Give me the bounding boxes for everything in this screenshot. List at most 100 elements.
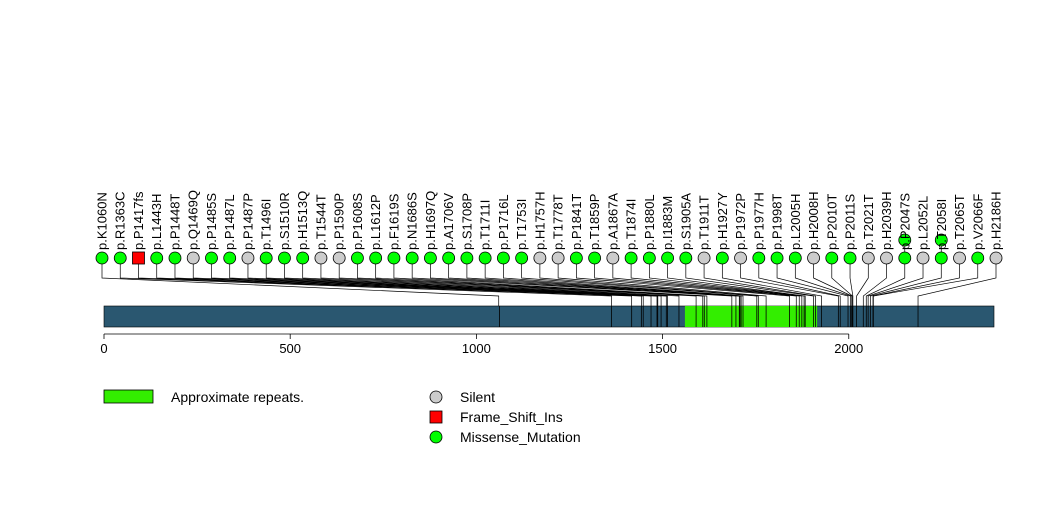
mutation-connector — [849, 258, 854, 306]
mutation-connector — [856, 258, 869, 306]
mutation-label: p.P1716L — [496, 194, 511, 250]
mutation-connector — [211, 258, 658, 306]
tick-label: 500 — [279, 341, 301, 356]
mutation-head-circle — [953, 251, 966, 265]
mutation-head-circle — [296, 251, 310, 265]
tick-label: 2000 — [834, 341, 863, 356]
mutation-head-circle — [496, 251, 510, 265]
mutation-label: p.P2047S — [897, 193, 912, 250]
mutation-head-circle — [843, 251, 857, 265]
mutation-connector — [521, 258, 758, 306]
mutation-head-circle — [898, 251, 912, 265]
x-axis: 0 500 1000 1500 2000 — [100, 333, 863, 356]
mutation-head-circle — [898, 233, 912, 247]
mutation-head-circle — [278, 251, 291, 265]
mutation-head-circle — [351, 251, 364, 265]
mutation-connector — [539, 258, 759, 306]
mutation-connector — [870, 258, 942, 306]
mutation-head-circle — [205, 251, 218, 265]
mutation-head-circle — [807, 251, 820, 265]
mutation-head-circle — [642, 251, 656, 265]
mutation-head-circle — [752, 251, 766, 265]
mutation-label: p.L2005H — [788, 194, 803, 250]
mutation-connector — [758, 258, 841, 306]
mutation-head-circle — [569, 251, 583, 265]
mutation-head-circle — [478, 251, 492, 265]
mutation-label: p.P1880L — [642, 194, 657, 250]
mutation-label: p.P1487P — [240, 193, 255, 250]
mutation-label: p.T1911T — [697, 195, 712, 250]
mutation-connector — [917, 258, 997, 306]
mutation-connector — [685, 258, 814, 306]
mutation-connector — [119, 258, 612, 306]
mutation-label: p.T1778T — [551, 194, 566, 250]
mutation-head-circle — [971, 251, 985, 265]
mutation-head-circle — [624, 251, 638, 265]
mutation-label: p.N1686S — [405, 192, 420, 250]
mutation-label: p.P1590P — [332, 193, 347, 250]
mutation-connector — [831, 258, 853, 306]
mutation-label: p.P1487L — [222, 194, 237, 250]
mutation-label: p.P1417fs — [131, 191, 146, 250]
mutation-label: p.T2065T — [952, 194, 967, 250]
mutation-head-circle — [442, 251, 456, 265]
mutation-head-circle — [679, 251, 693, 265]
mutation-head-circle — [715, 251, 729, 265]
mutation-connector — [101, 258, 500, 306]
mutation-label: p.F1619S — [386, 193, 401, 250]
mutation-connector — [740, 258, 839, 306]
mutation-head-circle — [168, 251, 182, 265]
mutation-label: p.A1706V — [441, 193, 456, 250]
mutation-connector — [872, 258, 979, 306]
mutation-head-circle — [934, 251, 948, 265]
mutation-head-circle — [387, 251, 401, 265]
protein-bar — [103, 305, 995, 328]
mutation-head-circle — [424, 251, 437, 265]
mutation-label: p.K1060N — [95, 192, 110, 250]
mutation-label: p.T1544T — [313, 194, 328, 250]
mutation-head-circle — [515, 251, 529, 265]
mutation-connector — [393, 258, 708, 306]
mutation-head-circle — [989, 251, 1003, 265]
mutation-connector — [648, 258, 805, 306]
mutation-head-circle — [186, 251, 200, 265]
mutation-label: p.P1608S — [350, 193, 365, 250]
mutation-connector — [302, 258, 668, 306]
mutation-head-circle — [606, 251, 620, 265]
mutation-head-circle — [770, 251, 784, 265]
tick-label: 1500 — [648, 341, 677, 356]
mutation-label: p.T2021T — [861, 194, 876, 250]
mutation-connector — [284, 258, 667, 306]
mutation-label: p.P1448T — [167, 194, 182, 250]
mutation-label: p.T1711I — [478, 200, 493, 250]
mutation-labels: p.K1060N p.R1363C p.P1417fs p.L1443H p.P1448… — [95, 190, 1004, 250]
mutation-label: p.S1510R — [277, 192, 292, 250]
mutation-connector — [174, 258, 644, 306]
mutation-connector — [865, 258, 906, 306]
mutation-label: p.Q1469Q — [186, 190, 201, 250]
mutation-head-circle — [113, 251, 127, 265]
mutation-lollipops — [95, 233, 1003, 265]
mutation-head-circle — [697, 251, 711, 265]
legend-type-label: Silent — [460, 389, 495, 405]
mutation-label: p.H1927Y — [715, 192, 730, 250]
mutation-label: p.H1513Q — [295, 191, 310, 250]
mutation-connector — [466, 258, 741, 306]
mutation-head-circle — [934, 233, 948, 247]
mutation-label: p.T1496I — [259, 199, 274, 250]
legend-domain-swatch — [103, 389, 154, 404]
mutation-connector — [375, 258, 705, 306]
mutation-label: p.S1708P — [459, 193, 474, 250]
mutation-connector — [630, 258, 803, 306]
mutation-connector — [503, 258, 744, 306]
mutation-head-circle — [880, 251, 893, 265]
mutation-label: p.P1841T — [569, 194, 584, 250]
tick-label: 1000 — [462, 341, 491, 356]
mutation-label: p.S1905A — [678, 193, 693, 250]
mutation-connector — [265, 258, 662, 306]
mutation-head-circle — [223, 251, 237, 265]
mutation-connector — [667, 258, 806, 306]
mutation-label: p.V2066F — [970, 194, 985, 250]
mutation-head-circle — [861, 251, 875, 265]
legend-type-label: Missense_Mutation — [460, 429, 581, 445]
